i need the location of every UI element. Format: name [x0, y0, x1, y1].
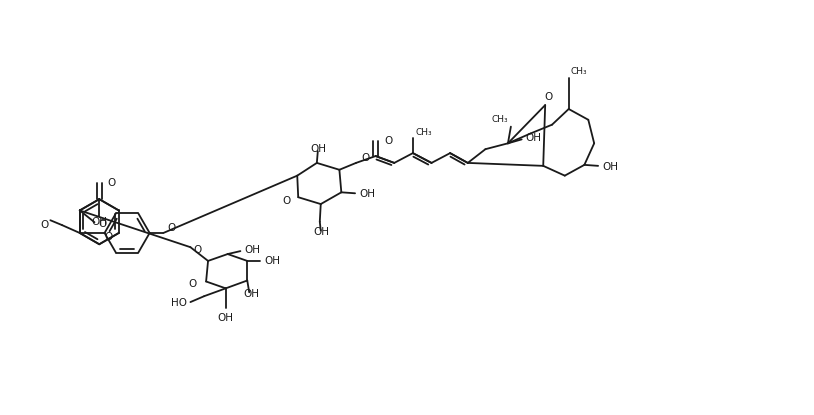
Text: OH: OH — [244, 245, 260, 255]
Text: O: O — [107, 178, 116, 188]
Text: O: O — [544, 92, 552, 102]
Text: O: O — [40, 220, 48, 230]
Text: O: O — [98, 219, 107, 229]
Text: OH: OH — [313, 227, 330, 237]
Text: OH: OH — [91, 217, 107, 227]
Text: O: O — [361, 153, 370, 163]
Text: O: O — [384, 137, 392, 146]
Text: OH: OH — [217, 313, 234, 323]
Text: O: O — [104, 232, 112, 242]
Text: CH₃: CH₃ — [571, 67, 587, 76]
Text: OH: OH — [602, 162, 618, 172]
Text: OH: OH — [526, 133, 541, 144]
Text: OH: OH — [264, 256, 280, 266]
Text: HO: HO — [170, 298, 186, 308]
Text: O: O — [194, 245, 202, 255]
Text: CH₃: CH₃ — [492, 115, 508, 124]
Text: OH: OH — [243, 289, 259, 299]
Text: OH: OH — [311, 144, 326, 154]
Text: O: O — [282, 196, 291, 206]
Text: OH: OH — [359, 189, 375, 199]
Text: O: O — [167, 223, 176, 233]
Text: O: O — [188, 279, 196, 289]
Text: CH₃: CH₃ — [416, 128, 432, 137]
